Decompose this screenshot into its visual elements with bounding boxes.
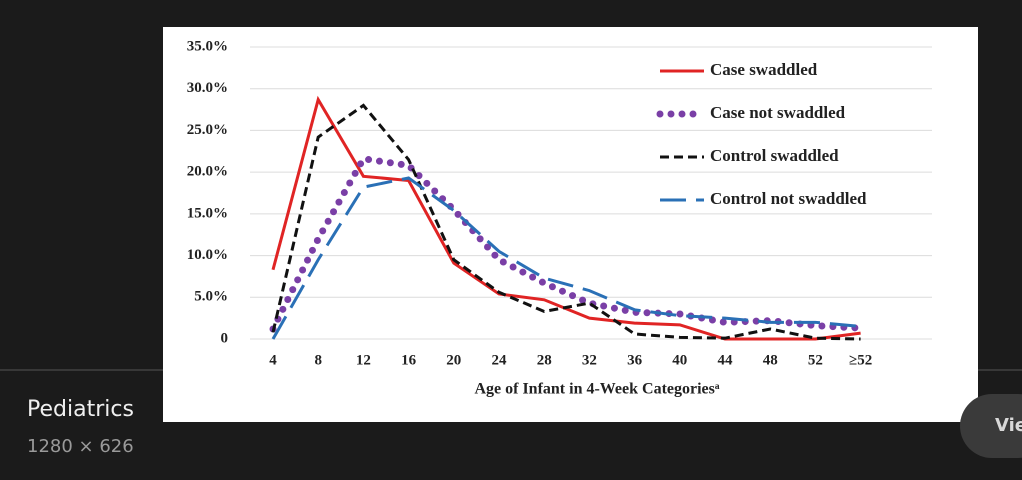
legend-label: Case not swaddled <box>710 103 846 122</box>
x-tick-label: 44 <box>718 352 734 368</box>
x-tick-label: 20 <box>446 352 461 368</box>
series-line <box>271 95 861 341</box>
view-button-label[interactable]: Vie <box>995 415 1022 436</box>
legend-label: Case swaddled <box>710 60 818 79</box>
x-tick-label: 24 <box>492 352 508 368</box>
x-tick-label: 40 <box>672 352 687 368</box>
series-line <box>269 154 865 333</box>
x-axis-title: Age of Infant in 4-Week Categoriesᵃ <box>474 381 719 398</box>
y-tick-label: 10.0% <box>187 247 228 263</box>
x-tick-label: 16 <box>401 352 417 368</box>
legend-label: Control swaddled <box>710 146 839 165</box>
x-tick-label: 36 <box>627 352 643 368</box>
legend-label: Control not swaddled <box>710 189 867 208</box>
y-tick-label: 30.0% <box>187 80 228 96</box>
y-tick-label: 20.0% <box>187 164 228 180</box>
y-tick-label: 0 <box>221 330 229 346</box>
series-line <box>271 176 861 340</box>
series-line <box>271 103 861 341</box>
x-tick-label: 48 <box>763 352 778 368</box>
y-tick-label: 5.0% <box>194 289 228 305</box>
y-tick-label: 15.0% <box>187 205 228 221</box>
image-size: 1280 × 626 <box>27 436 134 457</box>
image-source[interactable]: Pediatrics <box>27 397 134 422</box>
x-tick-label: 52 <box>808 352 823 368</box>
chart-image <box>163 27 978 422</box>
x-tick-label: 12 <box>356 352 371 368</box>
x-tick-label: 32 <box>582 352 597 368</box>
y-tick-label: 25.0% <box>187 122 228 138</box>
y-tick-label: 35.0% <box>187 38 228 54</box>
x-tick-label: 28 <box>537 352 552 368</box>
view-button[interactable] <box>960 394 1022 458</box>
x-tick-label: 4 <box>269 352 277 368</box>
x-tick-label: 8 <box>314 352 322 368</box>
x-tick-label: ≥52 <box>849 352 872 368</box>
